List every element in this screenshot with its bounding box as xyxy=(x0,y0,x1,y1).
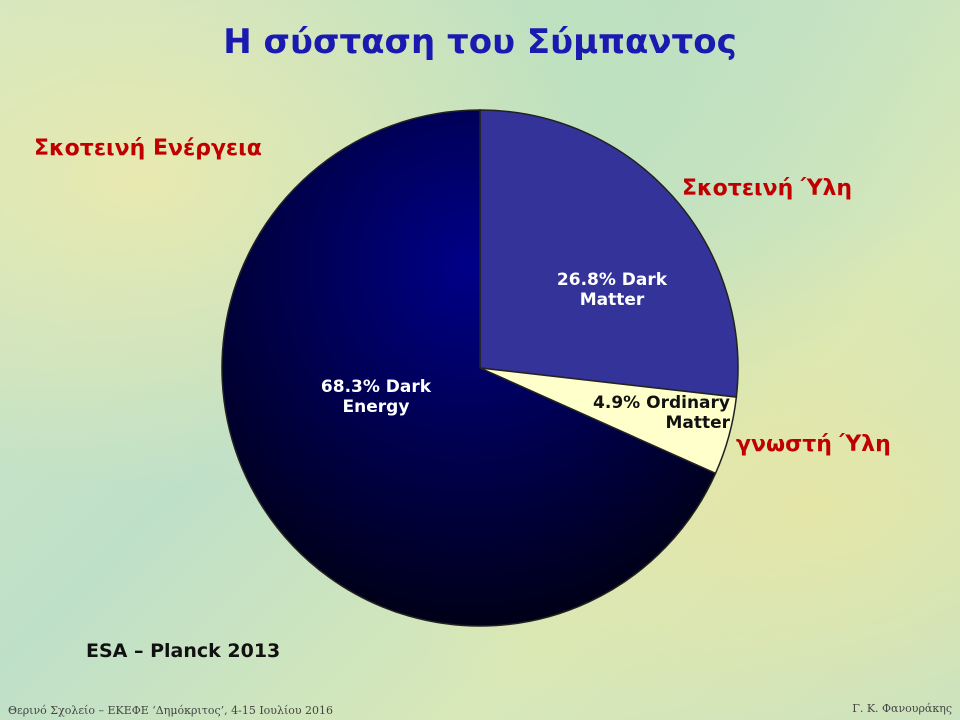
annotation: γνωστή Ύλη xyxy=(736,432,891,457)
pie-slice xyxy=(479,109,739,398)
annotation: Σκοτεινή Ύλη xyxy=(682,176,853,201)
footer-right: Γ. Κ. Φανουράκης xyxy=(852,702,952,715)
value-label: 68.3% Dark Energy xyxy=(320,377,432,417)
pie-highlight xyxy=(480,368,737,398)
source: ESA – Planck 2013 xyxy=(86,640,281,662)
annotation: Σκοτεινή Ενέργεια xyxy=(34,136,262,161)
value-label: 4.9% Ordinary Matter xyxy=(593,393,730,433)
footer-left: Θερινό Σχολείο – ΕΚΕΦΕ ‘Δημόκριτος’, 4-1… xyxy=(8,704,334,717)
chart-title: Η σύσταση του Σύμπαντος xyxy=(223,22,737,62)
value-label: 26.8% Dark Matter xyxy=(556,270,668,310)
pie-slice xyxy=(221,109,717,627)
